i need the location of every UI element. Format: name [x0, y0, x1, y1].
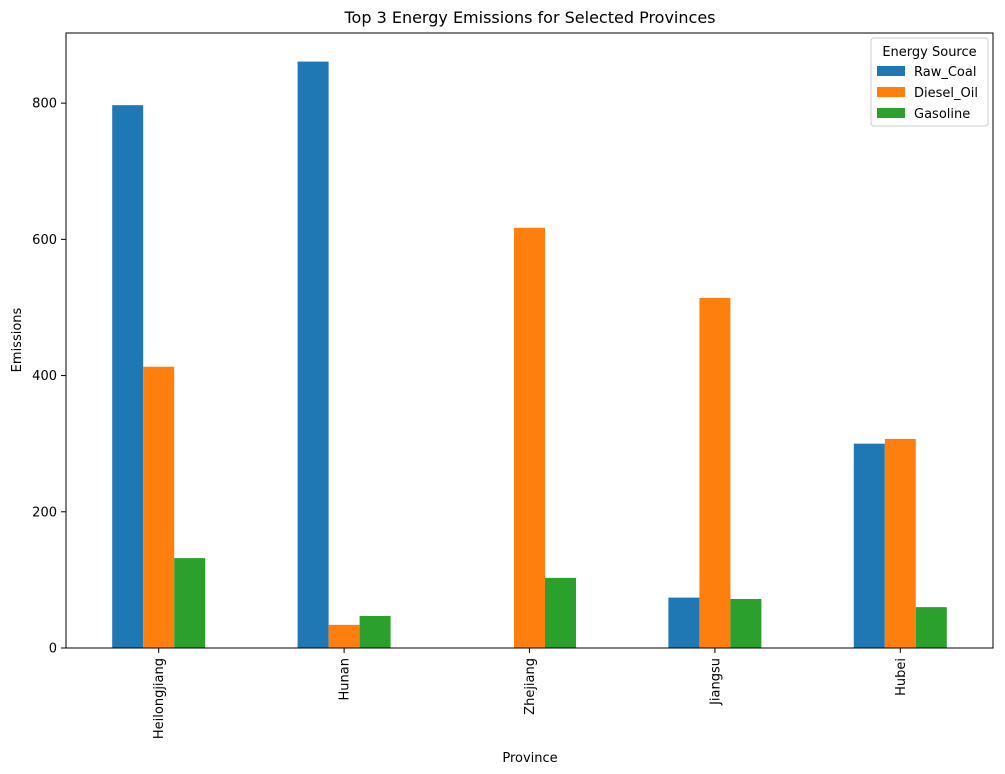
- bar-gasoline-heilongjiang: [174, 558, 206, 648]
- y-tick-label: 800: [32, 97, 57, 112]
- legend-swatch-gasoline: [877, 108, 905, 118]
- bar-gasoline-zhejiang: [545, 577, 576, 648]
- bar-gasoline-hubei: [915, 607, 947, 648]
- x-axis-label: Province: [502, 751, 557, 766]
- legend-label-raw-coal: Raw_Coal: [914, 65, 976, 80]
- bar-diesel-oil-jiangsu: [699, 297, 731, 648]
- bar-diesel-oil-hunan: [328, 624, 360, 648]
- bar-gasoline-hunan: [359, 615, 391, 648]
- legend-box: [870, 37, 989, 127]
- bar-diesel-oil-zhejiang: [514, 227, 545, 648]
- plot-area: 0 200 400 600 800 Heilongjiang Hunan Zhejiang Ji…: [32, 32, 994, 739]
- x-tick-label: Jiangsu: [708, 658, 723, 706]
- bar-raw-coal-heilongjiang: [112, 105, 144, 648]
- bar-diesel-oil-heilongjiang: [143, 366, 175, 648]
- legend-swatch-raw-coal: [877, 66, 905, 76]
- x-tick-label: Hubei: [894, 658, 909, 696]
- legend-label-gasoline: Gasoline: [914, 107, 970, 122]
- chart-title: Top 3 Energy Emissions for Selected Prov…: [343, 8, 715, 27]
- bar-gasoline-jiangsu: [730, 598, 762, 648]
- y-axis-label: Emissions: [10, 307, 25, 372]
- legend-title: Energy Source: [882, 45, 976, 60]
- x-tick-label: Heilongjiang: [152, 658, 167, 739]
- y-tick-label: 400: [32, 369, 57, 384]
- y-tick-label: 0: [49, 642, 57, 657]
- legend: Energy Source Raw_Coal Diesel_Oil Gasoline: [870, 37, 989, 127]
- bar-raw-coal-jiangsu: [668, 597, 700, 648]
- y-tick-label: 600: [32, 233, 57, 248]
- bar-diesel-oil-hubei: [884, 438, 916, 648]
- y-tick-label: 200: [32, 505, 57, 520]
- bar-raw-coal-hunan: [297, 61, 329, 649]
- legend-label-diesel-oil: Diesel_Oil: [914, 86, 978, 101]
- bar-raw-coal-hubei: [853, 443, 885, 648]
- x-tick-label: Zhejiang: [523, 658, 538, 715]
- legend-swatch-diesel-oil: [877, 87, 905, 97]
- x-tick-label: Hunan: [338, 658, 353, 700]
